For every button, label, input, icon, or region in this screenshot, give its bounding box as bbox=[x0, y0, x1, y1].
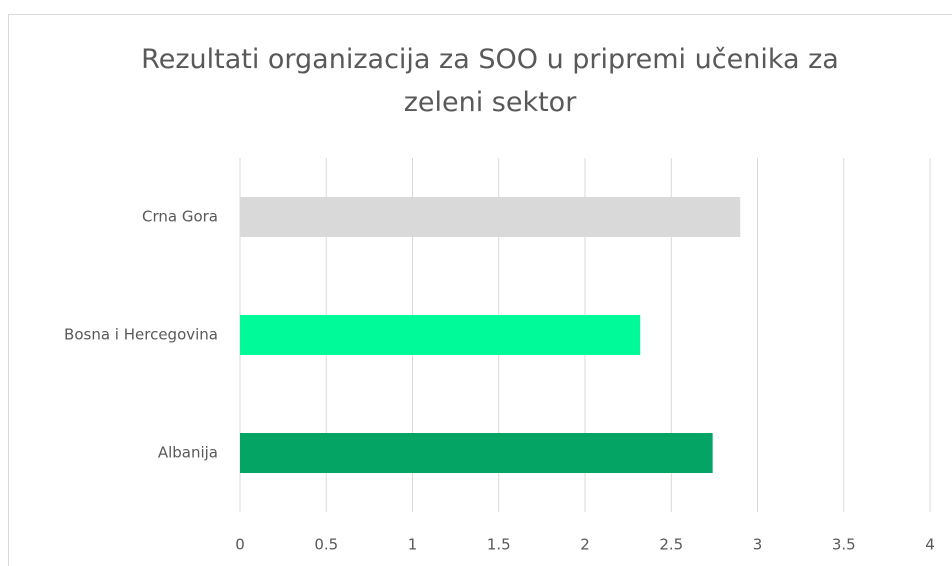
bar bbox=[240, 433, 713, 473]
chart-title: Rezultati organizacija za SOO u pripremi… bbox=[141, 44, 839, 118]
x-tick-label: 2 bbox=[580, 536, 590, 554]
bar bbox=[240, 315, 641, 355]
chart-frame bbox=[8, 14, 952, 566]
x-tick-label: 0 bbox=[235, 536, 245, 554]
y-tick-label: Albanija bbox=[158, 444, 218, 462]
y-tick-label: Bosna i Hercegovina bbox=[64, 326, 218, 344]
x-tick-label: 3 bbox=[753, 536, 763, 554]
x-tick-label: 3.5 bbox=[832, 536, 856, 554]
x-tick-label: 1 bbox=[408, 536, 418, 554]
y-tick-label: Crna Gora bbox=[142, 208, 218, 226]
x-tick-label: 0.5 bbox=[314, 536, 338, 554]
x-tick-label: 2.5 bbox=[659, 536, 683, 554]
x-tick-label: 1.5 bbox=[487, 536, 511, 554]
x-tick-label: 4 bbox=[925, 536, 935, 554]
bar bbox=[240, 197, 741, 237]
